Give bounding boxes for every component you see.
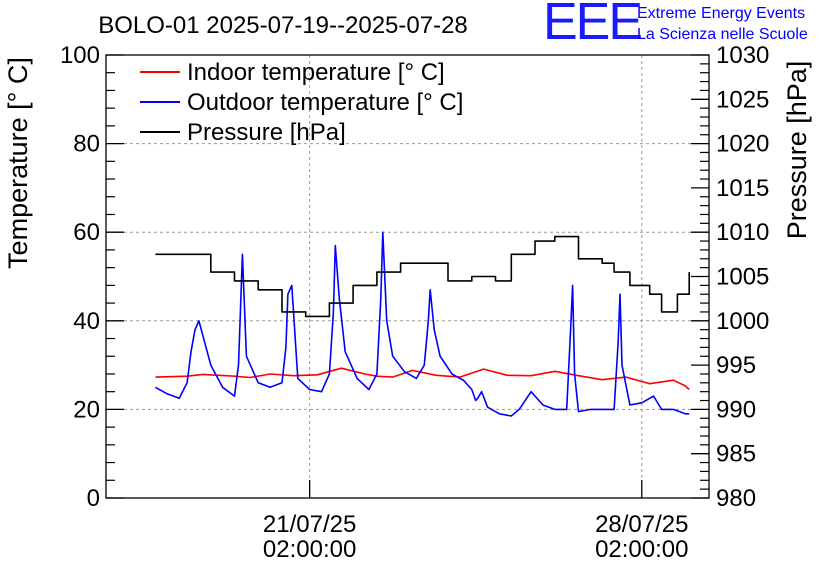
series-line-outdoor-temperature bbox=[155, 231, 690, 417]
right-axis-title: Pressure [hPa] bbox=[782, 61, 812, 240]
right-tick-label: 1020 bbox=[716, 131, 769, 158]
eee-logo-mark: EEE bbox=[543, 0, 641, 51]
legend: Indoor temperature [° C] Outdoor tempera… bbox=[140, 59, 463, 146]
grid bbox=[106, 55, 709, 498]
right-tick-label: 980 bbox=[716, 485, 756, 512]
x-tick-label-time: 02:00:00 bbox=[263, 536, 356, 563]
right-tick-label: 1015 bbox=[716, 175, 769, 202]
chart-title: BOLO-01 2025-07-19--2025-07-28 bbox=[98, 12, 468, 39]
right-tick-label: 990 bbox=[716, 396, 756, 423]
x-tick-label-time: 02:00:00 bbox=[595, 536, 688, 563]
series-line-pressure bbox=[155, 235, 690, 318]
left-tick-label: 0 bbox=[87, 485, 100, 512]
left-tick-label: 60 bbox=[73, 219, 100, 246]
right-tick-label: 1030 bbox=[716, 42, 769, 69]
right-tick-label: 995 bbox=[716, 352, 756, 379]
right-tick-label: 1025 bbox=[716, 86, 769, 113]
right-axis: 980 985 990 995 1000 1005 1010 1015 1020 1025 1030 bbox=[691, 42, 769, 512]
left-tick-label: 40 bbox=[73, 308, 100, 335]
left-axis-title: Temperature [° C] bbox=[3, 57, 33, 269]
right-tick-label: 985 bbox=[716, 441, 756, 468]
left-tick-label: 100 bbox=[60, 42, 100, 69]
series-layer bbox=[155, 231, 690, 417]
eee-logo-line1: Extreme Energy Events bbox=[637, 5, 805, 22]
left-axis: 0 20 40 60 80 100 bbox=[60, 42, 124, 512]
left-tick-label: 80 bbox=[73, 131, 100, 158]
right-tick-label: 1000 bbox=[716, 308, 769, 335]
right-tick-label: 1010 bbox=[716, 219, 769, 246]
x-tick-label-date: 28/07/25 bbox=[595, 511, 688, 538]
series-line-indoor-temperature bbox=[155, 367, 690, 391]
x-tick-label-date: 21/07/25 bbox=[263, 511, 356, 538]
legend-label-pressure: Pressure [hPa] bbox=[187, 119, 346, 146]
eee-logo-line2: La Scienza nelle Scuole bbox=[637, 26, 808, 43]
left-tick-label: 20 bbox=[73, 396, 100, 423]
legend-label-outdoor: Outdoor temperature [° C] bbox=[187, 89, 463, 116]
eee-logo: EEE Extreme Energy Events La Scienza nel… bbox=[543, 0, 808, 51]
legend-label-indoor: Indoor temperature [° C] bbox=[187, 59, 445, 86]
right-tick-label: 1005 bbox=[716, 264, 769, 291]
